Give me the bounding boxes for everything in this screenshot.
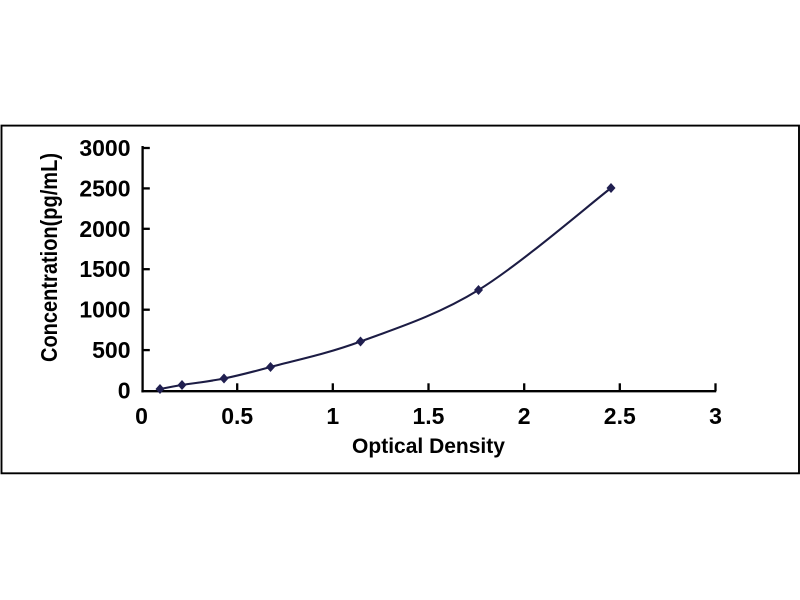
svg-text:2000: 2000: [79, 216, 130, 242]
svg-text:3: 3: [709, 403, 722, 429]
svg-text:2: 2: [518, 403, 531, 429]
svg-text:Concentration(pg/mL): Concentration(pg/mL): [36, 153, 62, 362]
svg-text:0: 0: [135, 403, 148, 429]
svg-text:1: 1: [326, 403, 339, 429]
svg-text:2.5: 2.5: [604, 403, 636, 429]
svg-text:0.5: 0.5: [221, 403, 253, 429]
svg-text:Optical Density: Optical Density: [352, 435, 505, 458]
svg-text:3000: 3000: [79, 135, 130, 161]
svg-text:1000: 1000: [79, 297, 130, 323]
svg-text:500: 500: [92, 337, 130, 363]
svg-text:0: 0: [118, 378, 131, 404]
svg-text:1500: 1500: [79, 256, 130, 282]
svg-text:1.5: 1.5: [413, 403, 445, 429]
svg-text:2500: 2500: [79, 175, 130, 201]
